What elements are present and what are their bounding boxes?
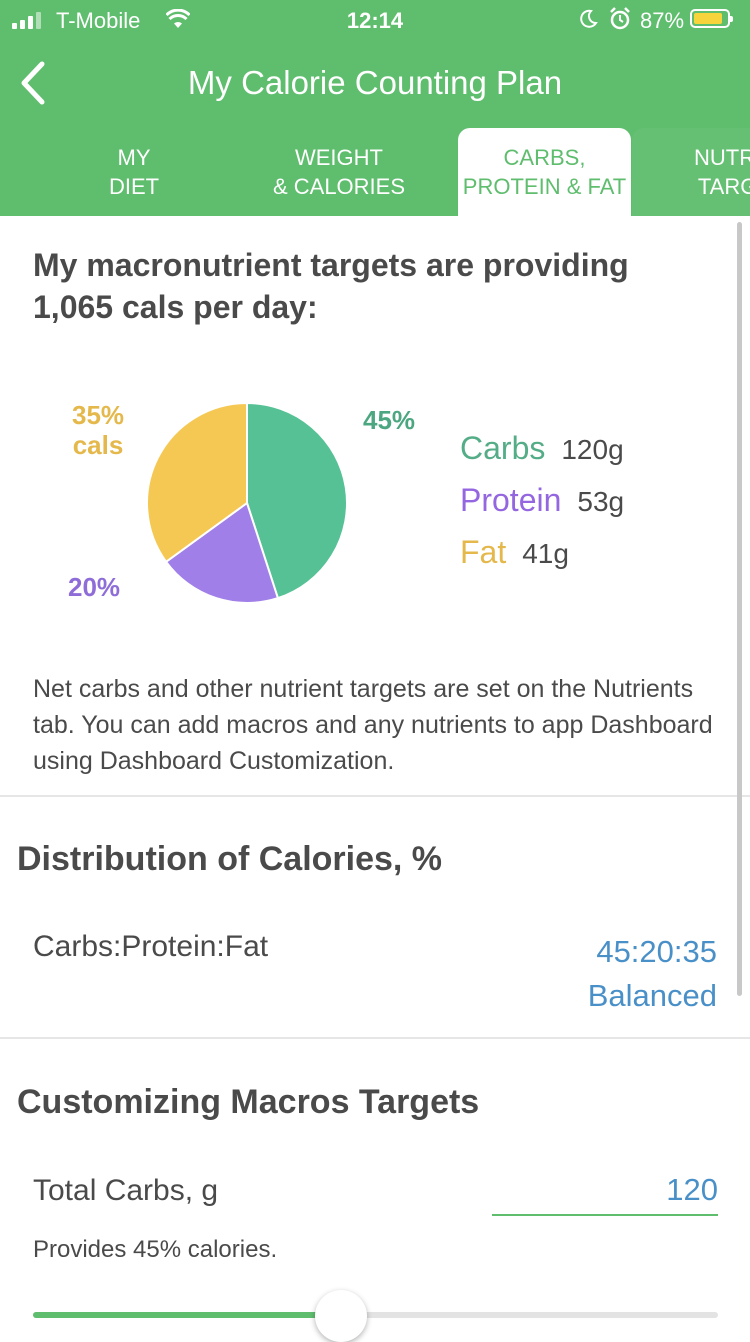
wifi-icon xyxy=(166,9,190,28)
legend-carbs-grams: 120g xyxy=(561,434,624,465)
moon-icon xyxy=(580,9,598,28)
pie-slice-carbs xyxy=(246,401,348,600)
fat-pct-sub: cals xyxy=(72,430,124,460)
total-carbs-label: Total Carbs, g xyxy=(33,1174,219,1207)
pie-svg xyxy=(146,401,348,604)
section-divider xyxy=(0,1037,750,1039)
tab-my-diet[interactable]: MY DIET xyxy=(108,145,160,199)
ratio-preset: Balanced xyxy=(587,978,717,1013)
pie-slice-fat xyxy=(146,401,248,564)
status-bar: T-Mobile 12:14 87% xyxy=(0,0,750,40)
provides-calories-text: Provides 45% calories. xyxy=(33,1236,278,1263)
page-title: My Calorie Counting Plan xyxy=(187,64,563,101)
macro-pie-chart xyxy=(145,400,349,611)
carbs-slider-track[interactable] xyxy=(33,1312,718,1318)
legend-fat-name: Fat xyxy=(460,534,507,570)
ratio-label: Carbs:Protein:Fat xyxy=(33,930,269,963)
ratio-value: 45:20:35 xyxy=(596,934,717,969)
protein-percent-label: 20% xyxy=(68,572,121,602)
battery-icon xyxy=(690,9,733,28)
alarm-icon xyxy=(610,7,630,30)
tab-carbs-protein-fat[interactable]: CARBS, PROTEIN & FAT xyxy=(458,128,631,216)
customizing-heading: Customizing Macros Targets xyxy=(17,1083,480,1121)
scrollbar[interactable] xyxy=(737,222,742,996)
distribution-heading: Distribution of Calories, % xyxy=(17,840,443,878)
nutrients-note: Net carbs and other nutrient targets are… xyxy=(33,675,713,775)
legend-fat: Fat 41g xyxy=(460,534,569,571)
legend-carbs: Carbs 120g xyxy=(460,430,624,467)
back-chevron-icon[interactable] xyxy=(14,58,54,108)
app-header: T-Mobile 12:14 87% My Calorie Counting P… xyxy=(0,0,750,216)
macro-targets-heading: My macronutrient targets are providing 1… xyxy=(33,247,629,325)
legend-fat-grams: 41g xyxy=(522,538,569,569)
total-carbs-input[interactable]: 120 xyxy=(492,1172,718,1216)
legend-protein-grams: 53g xyxy=(577,486,625,517)
legend-carbs-name: Carbs xyxy=(460,430,546,466)
section-divider xyxy=(0,795,750,797)
fat-percent-label: 35% cals xyxy=(72,400,124,460)
fat-pct: 35% xyxy=(72,400,125,430)
carbs-slider-thumb[interactable] xyxy=(315,1290,368,1342)
carbs-percent-label: 45% xyxy=(363,405,416,435)
carrier-name: T-Mobile xyxy=(56,8,141,33)
carbs-slider-fill xyxy=(33,1312,342,1318)
tab-weight-calories[interactable]: WEIGHT & CALORIES xyxy=(272,145,406,199)
signal-icon xyxy=(12,11,41,29)
status-time: 12:14 xyxy=(346,8,404,33)
pie-slice-protein xyxy=(164,501,280,604)
legend-protein: Protein 53g xyxy=(460,482,624,519)
ratio-selector[interactable]: 45:20:35 Balanced xyxy=(588,930,717,1018)
battery-percent: 87% xyxy=(640,8,685,33)
legend-protein-name: Protein xyxy=(460,482,562,518)
tab-nutrient-targets[interactable]: NUTRI TARG xyxy=(632,128,750,216)
